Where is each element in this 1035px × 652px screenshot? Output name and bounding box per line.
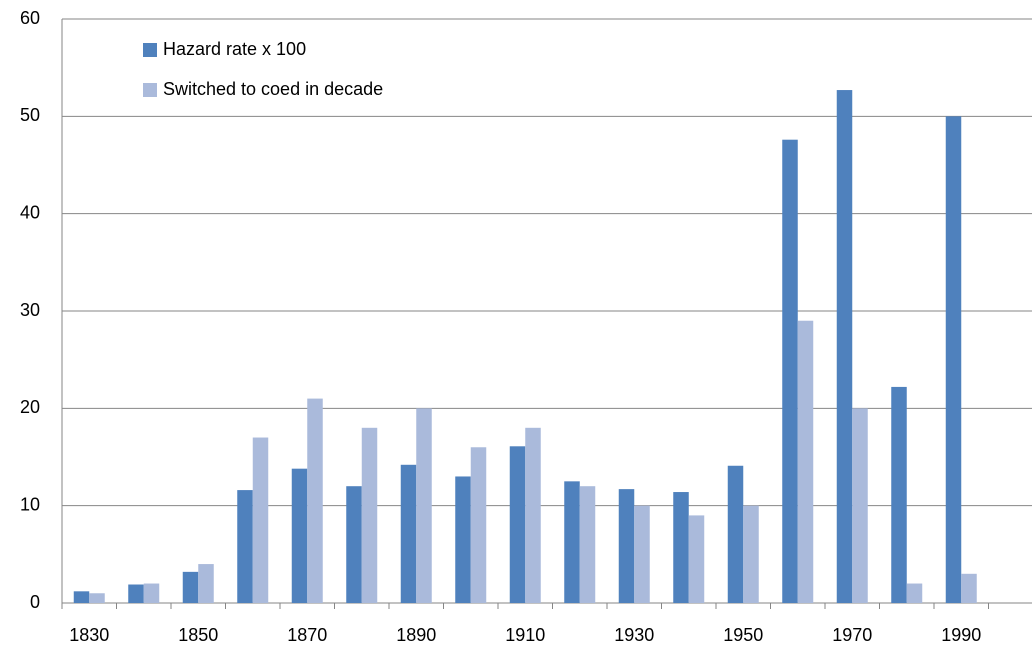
- y-tick-label: 30: [20, 300, 40, 320]
- bar: [852, 408, 868, 603]
- y-tick-label: 60: [20, 8, 40, 28]
- x-tick-label: 1910: [505, 625, 545, 645]
- bar: [525, 427, 541, 603]
- bar: [400, 464, 417, 603]
- bar: [128, 584, 144, 603]
- y-tick-label: 20: [20, 397, 40, 417]
- bar: [564, 481, 580, 603]
- bar: [961, 573, 977, 603]
- y-tick-label: 10: [20, 494, 40, 514]
- bar: [182, 571, 199, 603]
- bar: [727, 465, 744, 603]
- bar: [198, 564, 214, 603]
- bar: [906, 583, 923, 603]
- bar: [797, 320, 814, 603]
- bar: [143, 583, 160, 603]
- x-tick-label: 1990: [941, 625, 981, 645]
- bar: [307, 398, 323, 603]
- bar: [579, 486, 596, 603]
- y-tick-label: 40: [20, 202, 40, 222]
- bar: [945, 116, 962, 603]
- bar: [688, 515, 705, 603]
- bar: [509, 446, 526, 603]
- bar: [891, 386, 907, 603]
- bar: [73, 591, 90, 603]
- bar: [743, 505, 759, 603]
- x-tick-label: 1890: [396, 625, 436, 645]
- legend-swatch: [143, 43, 157, 57]
- bar: [361, 427, 378, 603]
- bar: [455, 476, 471, 603]
- y-tick-label: 50: [20, 105, 40, 125]
- x-tick-label: 1850: [178, 625, 218, 645]
- bar: [782, 139, 798, 603]
- legend-label: Switched to coed in decade: [163, 79, 383, 99]
- x-tick-label: 1930: [614, 625, 654, 645]
- x-tick-label: 1830: [69, 625, 109, 645]
- bar: [836, 90, 853, 603]
- x-tick-label: 1870: [287, 625, 327, 645]
- legend-label: Hazard rate x 100: [163, 39, 306, 59]
- bar: [416, 408, 432, 603]
- legend-swatch: [143, 83, 157, 97]
- bar: [252, 437, 269, 603]
- x-tick-label: 1970: [832, 625, 872, 645]
- bar: [634, 505, 650, 603]
- bar: [470, 447, 487, 603]
- bar: [237, 490, 253, 603]
- bar: [89, 593, 105, 603]
- bar: [346, 486, 362, 603]
- x-tick-label: 1950: [723, 625, 763, 645]
- bar: [618, 489, 635, 603]
- bar: [673, 492, 689, 603]
- bar: [291, 468, 308, 603]
- y-tick-label: 0: [30, 592, 40, 612]
